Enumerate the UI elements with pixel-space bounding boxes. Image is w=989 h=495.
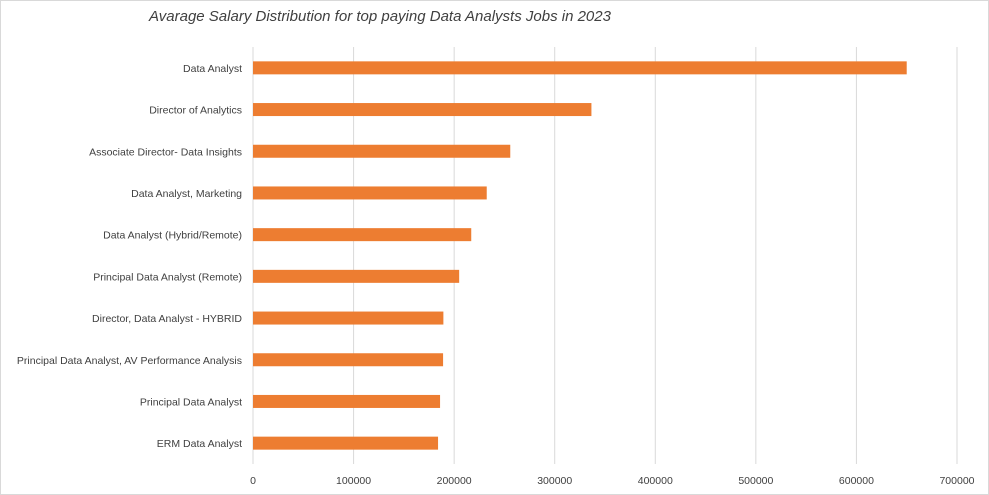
category-label: ERM Data Analyst xyxy=(157,438,242,450)
x-tick-label: 0 xyxy=(250,475,256,487)
bar xyxy=(253,269,460,283)
category-label: Data Analyst (Hybrid/Remote) xyxy=(103,230,242,242)
x-tick-label: 200000 xyxy=(437,475,472,487)
chart-title: Avarage Salary Distribution for top payi… xyxy=(149,8,611,25)
x-tick-label: 700000 xyxy=(939,475,974,487)
category-label: Director, Data Analyst - HYBRID xyxy=(92,313,242,325)
bar xyxy=(253,144,511,158)
x-tick-label: 400000 xyxy=(638,475,673,487)
category-label: Data Analyst, Marketing xyxy=(131,188,242,200)
bar xyxy=(253,103,592,117)
bar xyxy=(253,353,444,367)
x-tick-label: 600000 xyxy=(839,475,874,487)
category-label: Director of Analytics xyxy=(149,105,242,117)
bar xyxy=(253,61,907,75)
bar xyxy=(253,436,439,450)
bars xyxy=(253,61,907,450)
x-tick-label: 500000 xyxy=(738,475,773,487)
category-labels: Data Analyst Director of Analytics Associa… xyxy=(17,63,243,450)
bar xyxy=(253,228,472,242)
category-label: Principal Data Analyst xyxy=(140,396,242,408)
x-tick-label: 300000 xyxy=(537,475,572,487)
category-label: Data Analyst xyxy=(183,63,242,75)
x-tick-label: 100000 xyxy=(336,475,371,487)
category-label: Associate Director- Data Insights xyxy=(89,146,242,158)
x-tick-labels: 0 100000 200000 300000 400000 500000 600000 700… xyxy=(250,475,975,487)
bar xyxy=(253,186,487,200)
category-label: Principal Data Analyst, AV Performance A… xyxy=(17,355,242,367)
gridlines xyxy=(252,47,958,464)
category-label: Principal Data Analyst (Remote) xyxy=(93,271,242,283)
bar xyxy=(253,311,444,325)
bar xyxy=(253,394,441,408)
